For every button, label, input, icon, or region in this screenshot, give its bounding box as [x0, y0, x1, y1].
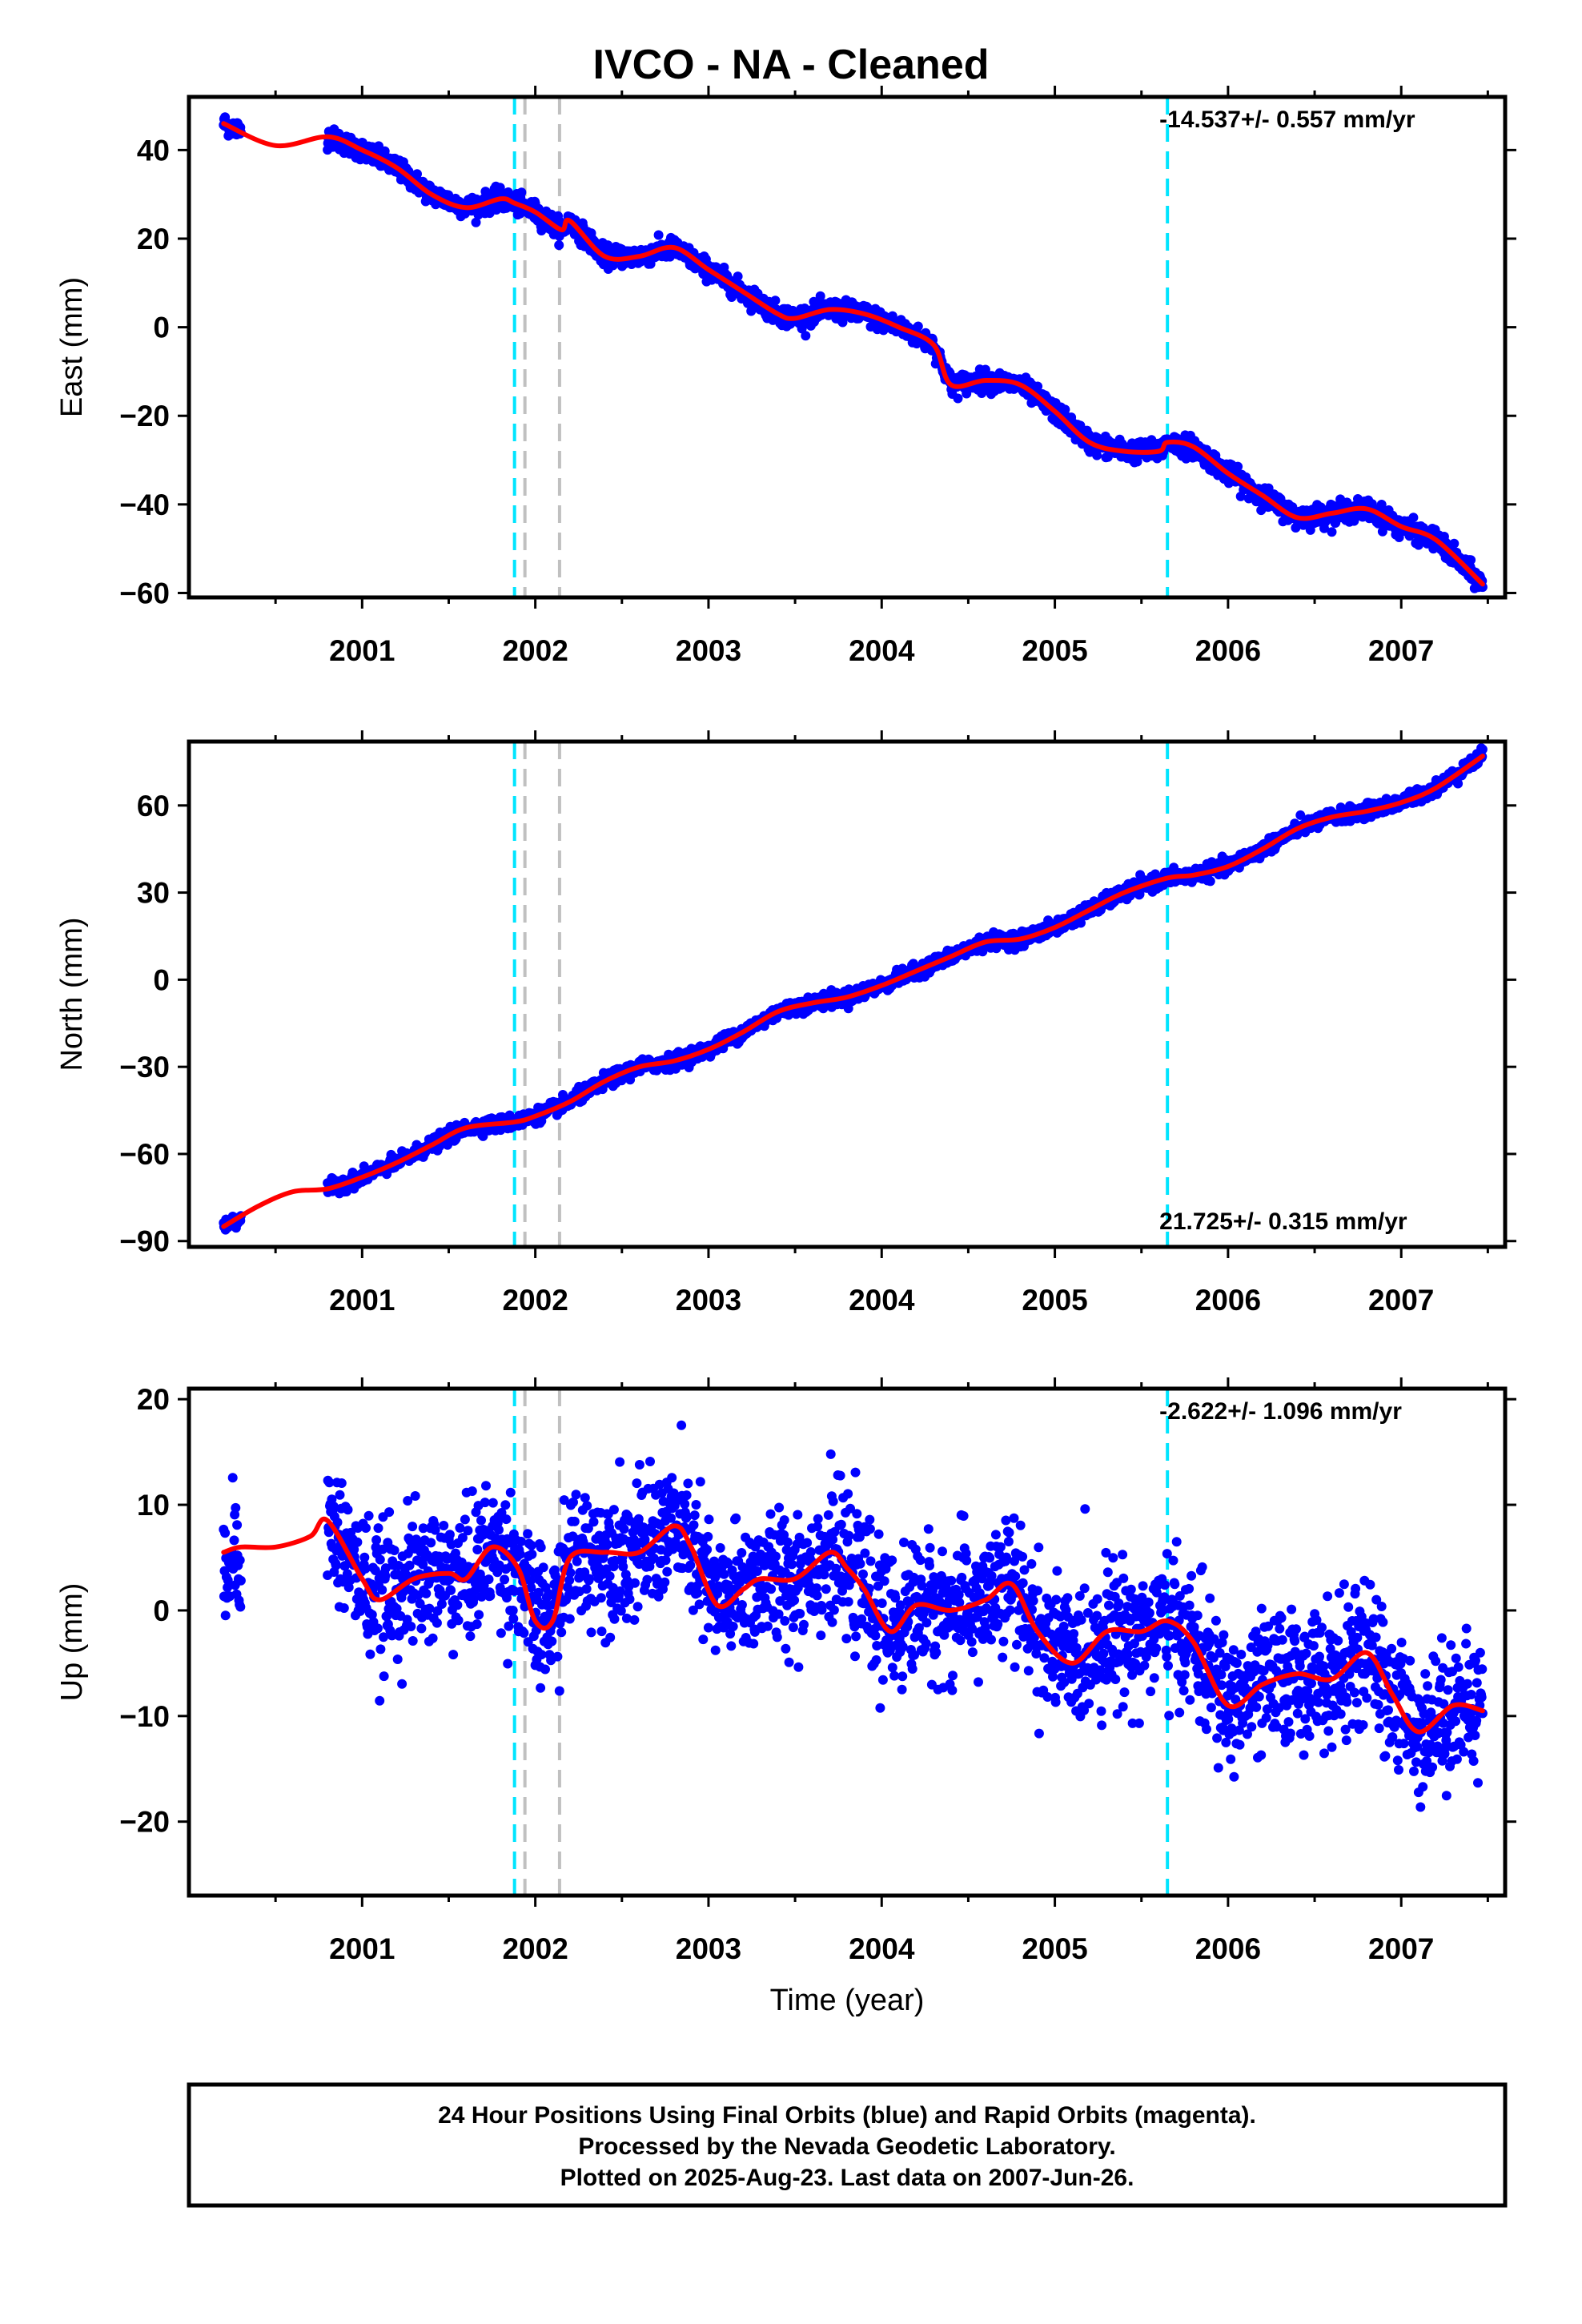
data-point [843, 1003, 853, 1014]
x-tick-label: 2001 [329, 634, 395, 667]
data-point [1453, 778, 1464, 789]
y-tick-label: −40 [119, 489, 170, 521]
east-panel: −60 −40 −20 0 20 40 2001 2002 2003 2004 2005 2006 20… [55, 86, 1516, 667]
data-point [379, 146, 390, 156]
x-tick-label: 2003 [676, 634, 741, 667]
x-tick-label: 2005 [1022, 634, 1087, 667]
data-point [1233, 461, 1243, 472]
data-point [471, 217, 481, 227]
x-tick-label: 2007 [1368, 634, 1434, 667]
y-tick-label: −20 [119, 400, 170, 432]
data-point [1092, 450, 1102, 460]
data-point [770, 296, 781, 306]
x-tick-label: 2004 [849, 634, 915, 667]
data-point [1466, 555, 1476, 565]
data-point [913, 321, 923, 332]
figure-title: IVCO - NA - Cleaned [592, 42, 989, 88]
data-point [492, 205, 501, 215]
plot-frame [187, 94, 1508, 600]
y-tick-label: 40 [137, 134, 170, 167]
x-tick-label: 2002 [502, 634, 568, 667]
data-point [1033, 381, 1043, 392]
data-points [219, 743, 1488, 1235]
data-point [1205, 876, 1215, 887]
data-point [412, 169, 422, 179]
data-points [219, 112, 1488, 593]
y-tick-label: 20 [137, 223, 170, 255]
rate-label: -14.537+/- 0.557 mm/yr [1159, 107, 1415, 133]
data-point [1376, 500, 1387, 509]
data-point [1327, 527, 1337, 537]
data-point [653, 230, 664, 240]
data-point [1408, 513, 1419, 523]
data-point [837, 317, 848, 328]
data-point [1449, 538, 1460, 549]
data-point [815, 291, 825, 301]
y-tick-label: −60 [119, 577, 170, 609]
trend-line [221, 121, 1485, 587]
data-point [801, 331, 811, 341]
data-point [733, 271, 743, 282]
data-point [516, 187, 527, 198]
y-axis-label: East (mm) [55, 277, 89, 417]
data-point [953, 393, 963, 404]
y-tick-label: 0 [153, 312, 170, 344]
x-tick-label: 2006 [1195, 634, 1261, 667]
data-point [554, 240, 564, 251]
